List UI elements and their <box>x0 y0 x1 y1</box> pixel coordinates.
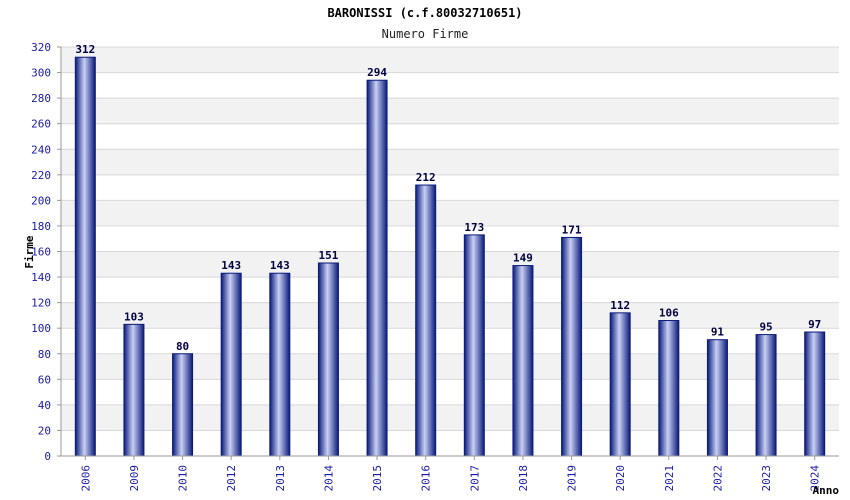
grid-band <box>61 200 839 226</box>
y-tick-label: 180 <box>31 220 51 233</box>
chart-title: BARONISSI (c.f.80032710651) <box>327 6 522 20</box>
y-tick-label: 200 <box>31 194 51 207</box>
data-label-2012: 143 <box>221 259 241 272</box>
data-label-2021: 106 <box>659 307 679 320</box>
x-tick-label-2016: 2016 <box>420 465 433 492</box>
bar-2006 <box>74 56 96 457</box>
x-tick-label-2006: 2006 <box>79 465 92 492</box>
bar-2016 <box>415 184 437 457</box>
y-tick-label: 240 <box>31 143 51 156</box>
x-tick-label-2020: 2020 <box>614 465 627 492</box>
y-tick-label: 0 <box>44 450 51 463</box>
grid-band <box>61 251 839 278</box>
y-tick-label: 280 <box>31 92 51 105</box>
y-tick-label: 100 <box>31 322 51 335</box>
x-tick-label-2015: 2015 <box>371 465 384 492</box>
bar-2022 <box>706 339 728 457</box>
data-label-2023: 95 <box>759 321 772 334</box>
x-axis-label: Anno <box>813 484 840 497</box>
data-label-2020: 112 <box>610 299 630 312</box>
data-label-2006: 312 <box>75 43 95 56</box>
y-tick-label: 300 <box>31 67 51 80</box>
grid-band <box>61 98 839 124</box>
bar-2024 <box>804 331 826 457</box>
x-tick-label-2018: 2018 <box>517 465 530 492</box>
x-tick-label-2017: 2017 <box>468 465 481 492</box>
bar-2012 <box>220 272 242 457</box>
y-tick-label: 260 <box>31 118 51 131</box>
grid-band <box>61 47 839 73</box>
grid-band <box>61 149 839 175</box>
x-tick-label-2010: 2010 <box>177 465 190 492</box>
x-tick-label-2022: 2022 <box>711 465 724 492</box>
bar-2021 <box>658 320 680 457</box>
data-label-2014: 151 <box>319 249 339 262</box>
bar-2020 <box>609 312 631 457</box>
data-label-2015: 294 <box>367 66 387 79</box>
bar-2018 <box>512 265 534 457</box>
x-tick-label-2023: 2023 <box>760 465 773 492</box>
data-label-2024: 97 <box>808 318 821 331</box>
bar-2013 <box>269 272 291 457</box>
x-tick-label-2009: 2009 <box>128 465 141 492</box>
x-tick-label-2019: 2019 <box>566 465 579 492</box>
x-tick-label-2013: 2013 <box>274 465 287 492</box>
bar-2019 <box>561 236 583 457</box>
bar-2010 <box>172 353 194 457</box>
y-axis-ticks: 0 20 40 60 80 100 120 140 160 180 200 220 240 260 280 3… <box>31 41 61 463</box>
y-tick-label: 80 <box>38 348 51 361</box>
chart-subtitle: Numero Firme <box>382 27 469 41</box>
data-label-2013: 143 <box>270 259 290 272</box>
data-label-2016: 212 <box>416 171 436 184</box>
bar-2014 <box>317 262 339 457</box>
y-tick-label: 320 <box>31 41 51 54</box>
data-label-2019: 171 <box>562 223 582 236</box>
y-tick-label: 140 <box>31 271 51 284</box>
bar-2023 <box>755 334 777 457</box>
x-axis-ticks: 2006 2009 2010 2012 2013 2014 2015 2016 2017 2018… <box>79 456 822 492</box>
x-tick-label-2012: 2012 <box>225 465 238 492</box>
y-tick-label: 60 <box>38 373 51 386</box>
y-tick-label: 160 <box>31 246 51 259</box>
bar-2017 <box>463 234 485 457</box>
data-label-2022: 91 <box>711 326 725 339</box>
y-tick-label: 40 <box>38 399 51 412</box>
data-label-2017: 173 <box>464 221 484 234</box>
bar-2015 <box>366 79 388 457</box>
y-axis-label: Firme <box>23 235 36 268</box>
grid-band <box>61 302 839 329</box>
data-label-2010: 80 <box>176 340 189 353</box>
data-label-2009: 103 <box>124 310 144 323</box>
x-tick-label-2024: 2024 <box>809 465 822 492</box>
y-tick-label: 120 <box>31 297 51 310</box>
bar-2009 <box>123 323 145 457</box>
data-label-2018: 149 <box>513 252 533 265</box>
x-tick-label-2014: 2014 <box>322 465 335 492</box>
y-tick-label: 20 <box>38 424 51 437</box>
y-tick-label: 220 <box>31 169 51 182</box>
x-tick-label-2021: 2021 <box>663 465 676 492</box>
